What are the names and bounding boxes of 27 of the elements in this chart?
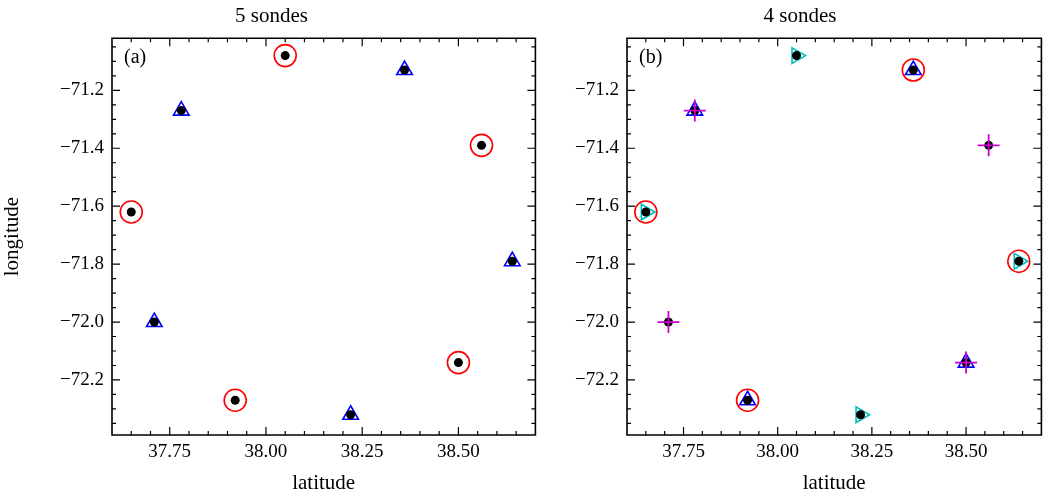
y-tick-label: −71.8	[575, 252, 619, 274]
y-tick-label: −71.2	[575, 78, 619, 100]
x-axis-title: latitude	[292, 469, 356, 494]
x-tick-label: 38.25	[850, 440, 894, 462]
x-tick-label: 37.75	[662, 440, 705, 462]
y-tick-label: −72.2	[60, 367, 104, 389]
y-tick-label: −71.4	[575, 136, 620, 158]
x-tick-label: 38.00	[756, 440, 800, 462]
x-tick-label: 38.50	[437, 440, 480, 462]
x-tick-label: 38.00	[244, 440, 288, 462]
y-tick-label: −71.6	[60, 194, 104, 216]
annotation: (b)	[639, 45, 663, 69]
y-axis-title: longitude	[0, 196, 24, 277]
chart-title: 5 sondes	[235, 3, 308, 28]
y-tick-label: −71.6	[575, 194, 619, 216]
x-tick-label: 37.75	[148, 440, 192, 462]
y-tick-label: −71.2	[60, 78, 104, 100]
y-tick-label: −72.0	[60, 310, 104, 332]
chart-title: 4 sondes	[763, 3, 837, 28]
x-axis-title: latitude	[802, 469, 866, 494]
y-tick-label: −72.0	[575, 310, 619, 332]
y-tick-label: −71.4	[60, 136, 105, 158]
annotation: (a)	[124, 45, 147, 69]
x-tick-label: 38.25	[340, 440, 384, 462]
y-tick-label: −72.2	[575, 367, 619, 389]
x-tick-label: 38.50	[944, 440, 988, 462]
y-tick-label: −71.8	[60, 252, 104, 274]
